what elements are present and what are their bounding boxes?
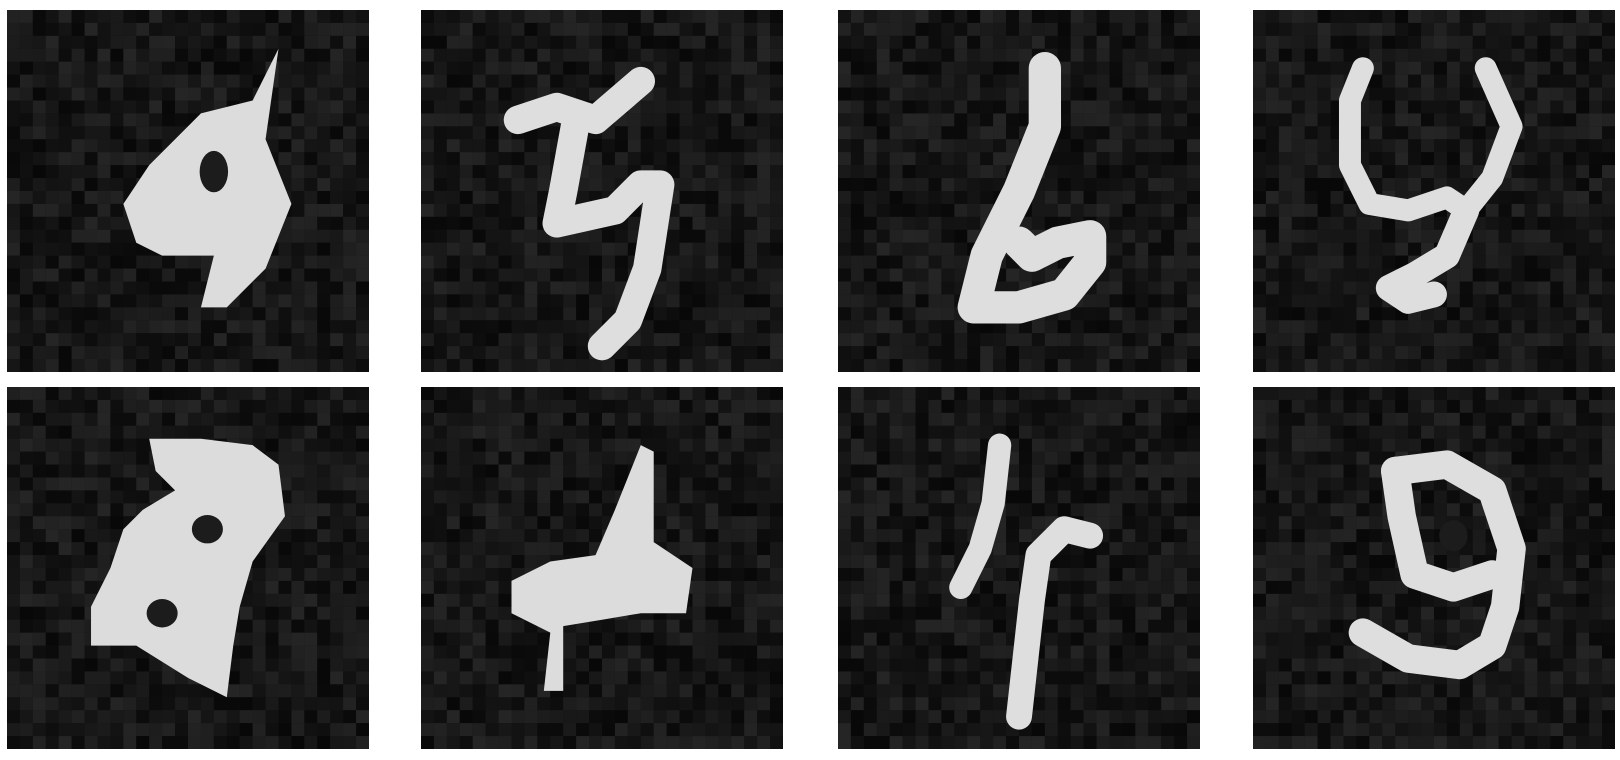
digit-image-tile: [421, 387, 783, 749]
digit-image-tile: [421, 10, 783, 372]
background-noise: [421, 387, 783, 749]
digit-image: [7, 10, 369, 372]
digit-image-tile: [7, 387, 369, 749]
digit-image: [838, 387, 1200, 749]
digit-image-tile: [838, 10, 1200, 372]
background-noise: [1253, 387, 1615, 749]
digit-image-tile: [1253, 387, 1615, 749]
digit-image-tile: [1253, 10, 1615, 372]
digit-image: [838, 10, 1200, 372]
digit-image: [1253, 10, 1615, 372]
digit-image: [421, 387, 783, 749]
digit-image-tile: [838, 387, 1200, 749]
digit-image: [7, 387, 369, 749]
background-noise: [421, 10, 783, 372]
digit-image: [421, 10, 783, 372]
digit-image: [1253, 387, 1615, 749]
digit-image-tile: [7, 10, 369, 372]
